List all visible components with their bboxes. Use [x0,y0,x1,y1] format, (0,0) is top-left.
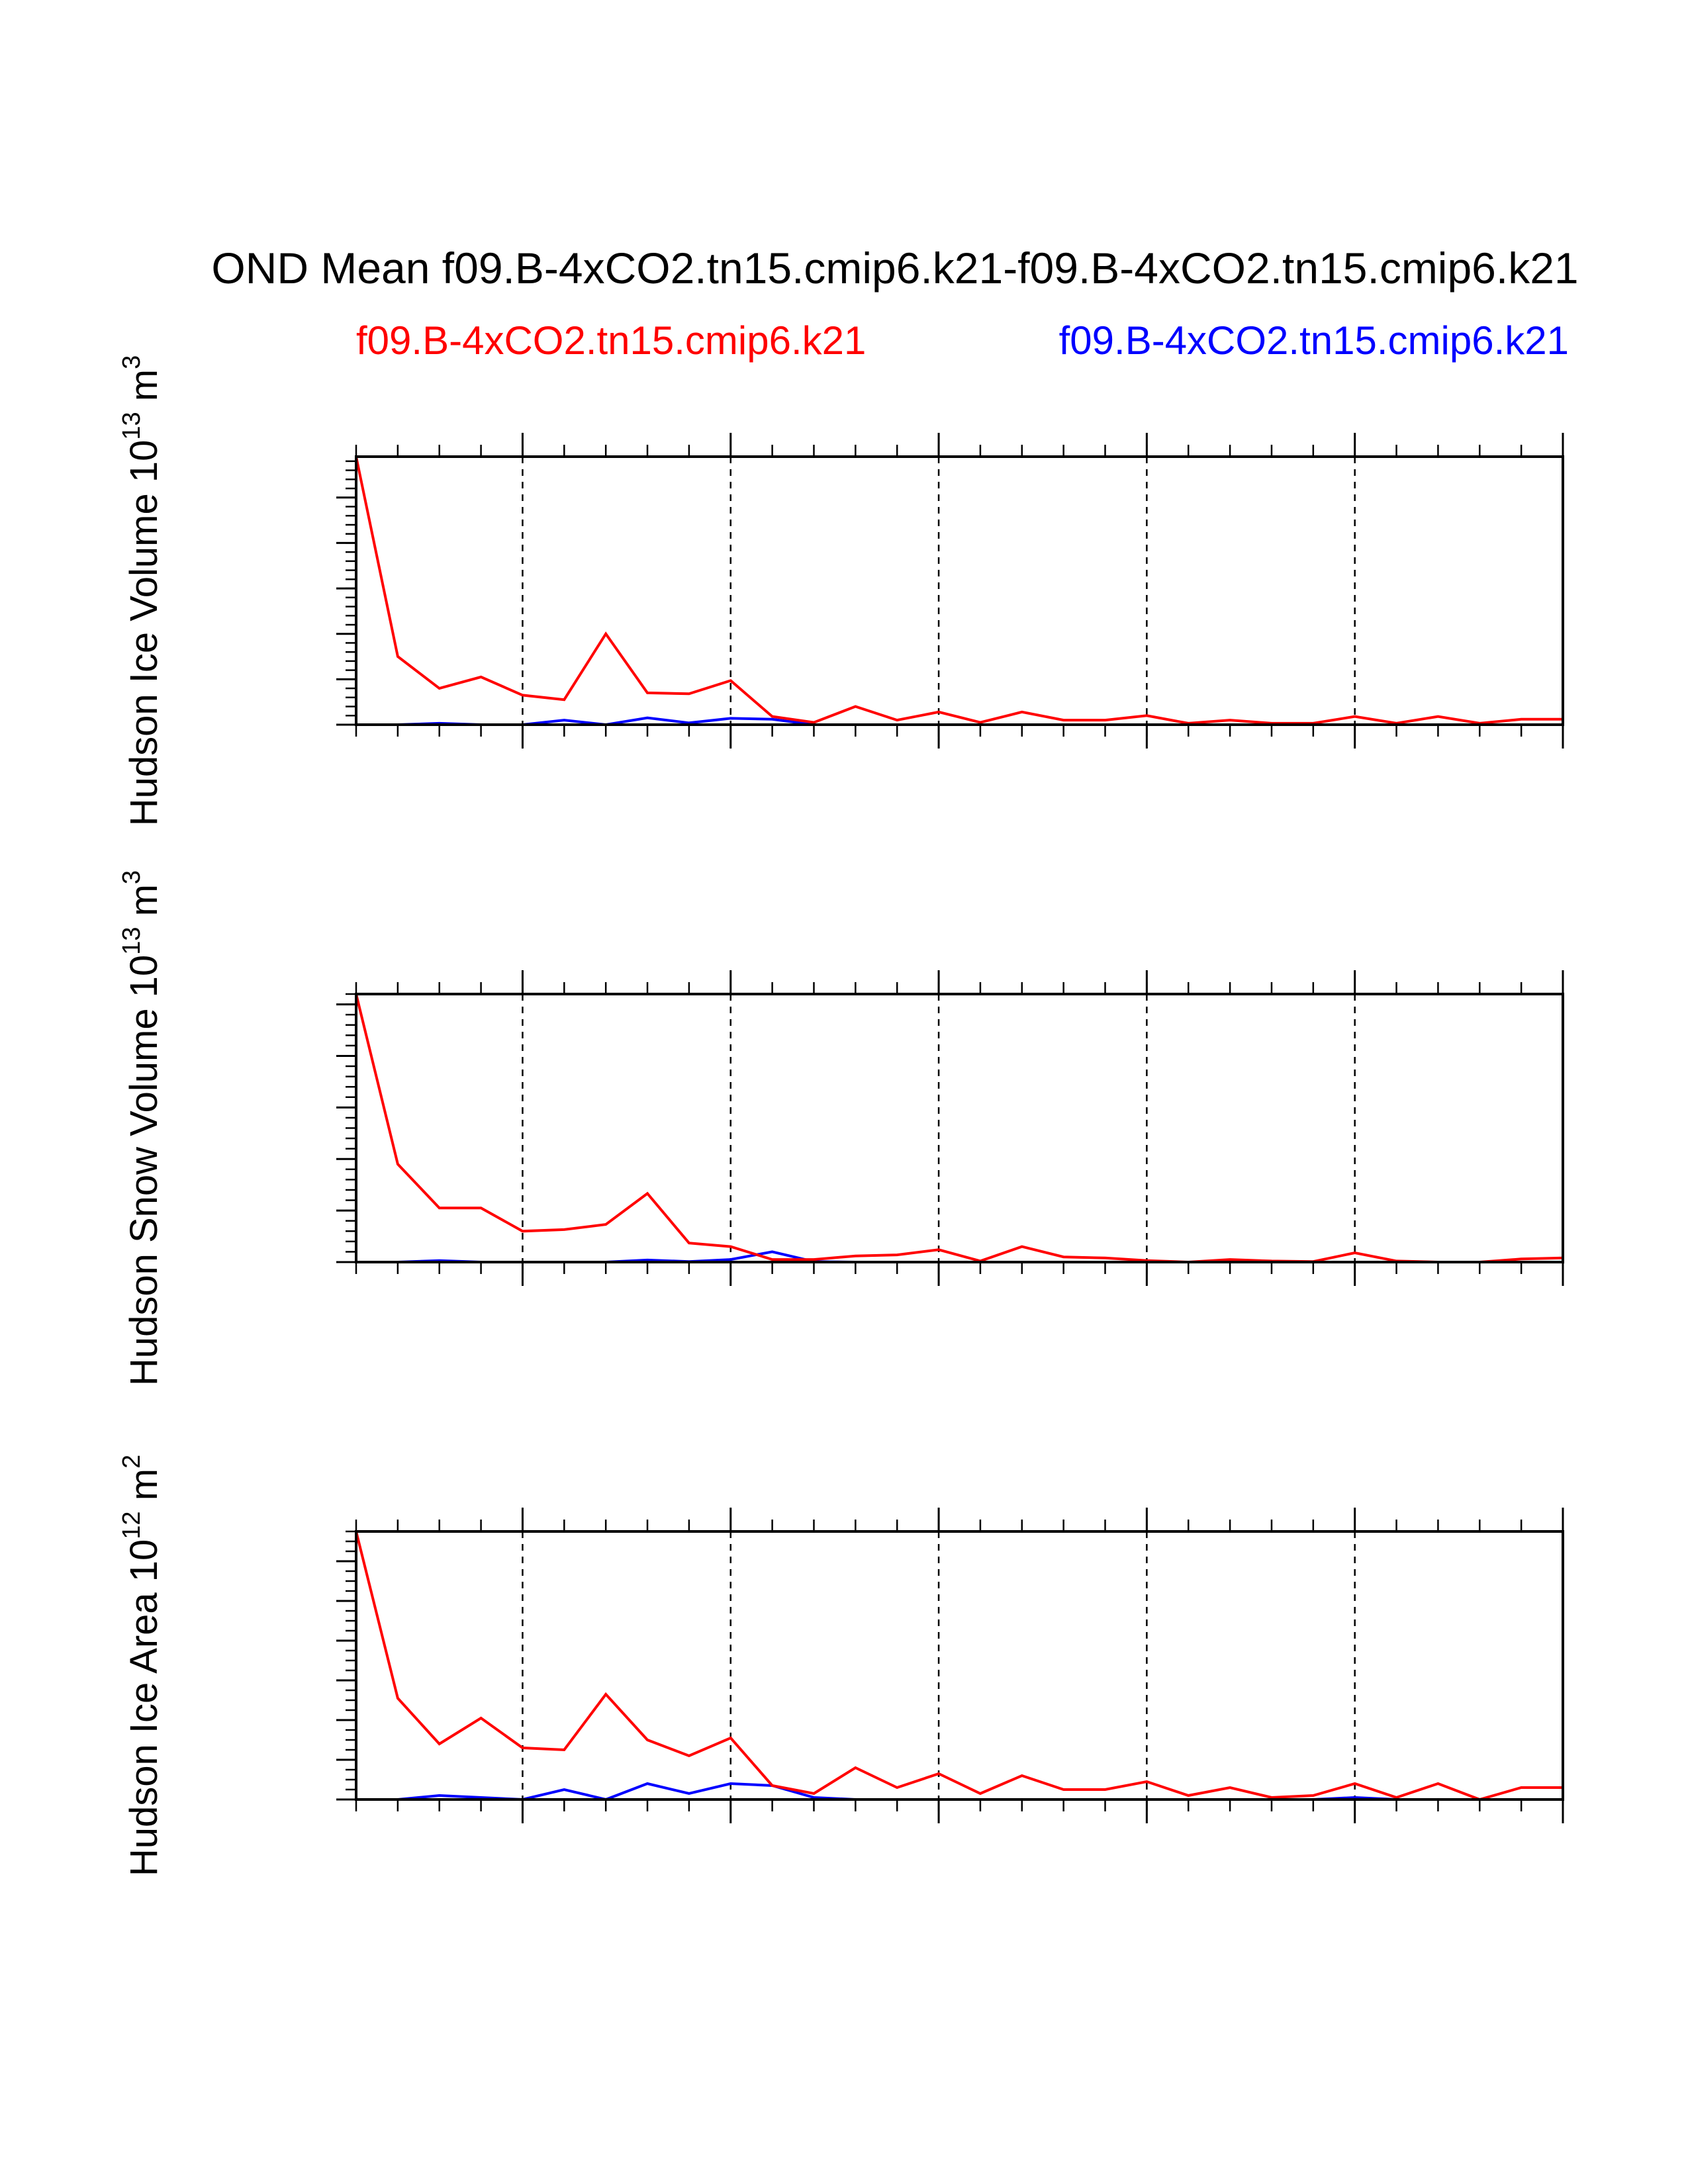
y-axis-title-main: Hudson Snow Volume 10 [122,955,165,1386]
panel-2: Hudson Snow Volume 1013 m3 [118,870,1564,1386]
y-axis-title-unit-exponent: 3 [118,870,146,884]
y-axis-title: Hudson Ice Volume 1013 m3 [118,355,165,826]
y-axis-title-unit: m [122,369,165,412]
panel-3: Hudson Ice Area 1012 m2 [118,1455,1564,1876]
y-axis-title-main: Hudson Ice Area 10 [122,1539,165,1876]
y-axis-title: Hudson Snow Volume 1013 m3 [118,870,165,1386]
panel-1: Hudson Ice Volume 1013 m3 [118,355,1564,826]
legend-case2-label: f09.B-4xCO2.tn15.cmip6.k21 [1059,318,1569,363]
y-axis-title-unit: m [122,884,165,927]
legend-case1-label: f09.B-4xCO2.tn15.cmip6.k21 [356,318,866,363]
series-line-case1 [355,456,1563,725]
series-line-case1 [355,993,1564,1264]
y-axis-title: Hudson Ice Area 1012 m2 [118,1455,165,1876]
plot-frame [355,993,1564,1263]
chart-title: OND Mean f09.B-4xCO2.tn15.cmip6.k21-f09.… [211,244,1578,293]
y-axis-title-exponent: 13 [118,412,146,439]
y-axis-title-unit: m [122,1469,165,1511]
series-line-case1 [355,1531,1563,1801]
y-axis-title-unit-exponent: 3 [118,355,146,369]
plot-frame [355,455,1564,726]
plot-frame [355,1530,1564,1801]
y-axis-title-main: Hudson Ice Volume 10 [122,440,165,827]
y-axis-title-unit-exponent: 2 [118,1455,146,1469]
y-axis-title-exponent: 13 [118,927,146,954]
y-axis-title-exponent: 12 [118,1511,146,1539]
